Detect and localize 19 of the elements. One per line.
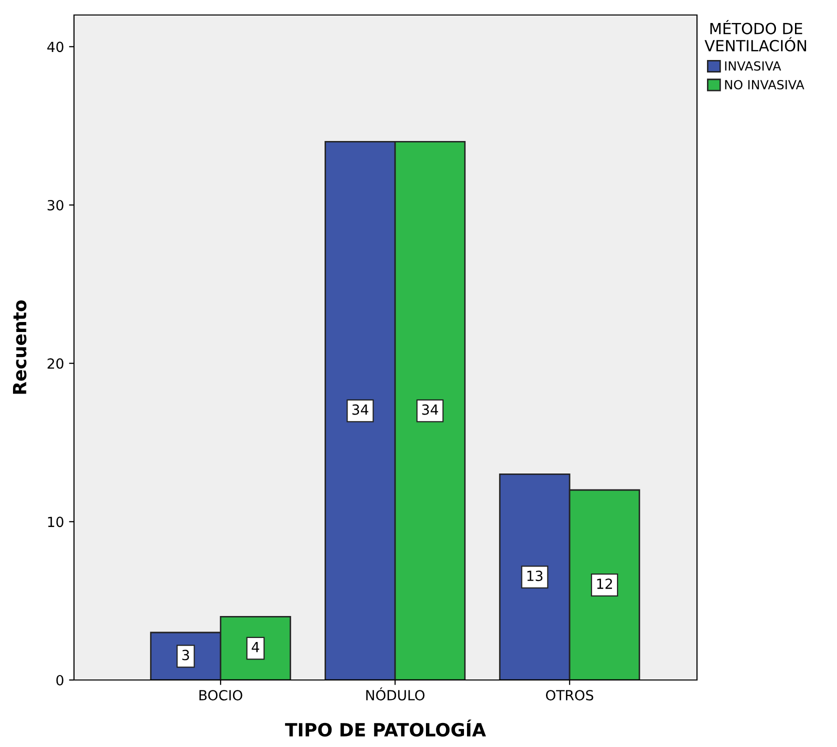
legend-label: NO INVASIVA bbox=[725, 80, 804, 90]
y-tick-label: 10 bbox=[48, 516, 64, 528]
x-tick-label: OTROS bbox=[546, 690, 594, 700]
data-label: 4 bbox=[252, 642, 260, 652]
data-label: 3 bbox=[182, 650, 189, 660]
x-tick-label: NÓDULO bbox=[366, 687, 424, 700]
data-label: 13 bbox=[527, 570, 542, 582]
data-label: 12 bbox=[597, 578, 612, 589]
data-label: 34 bbox=[422, 404, 438, 415]
legend-label: INVASIVA bbox=[725, 61, 782, 71]
y-tick-label: 40 bbox=[47, 42, 64, 52]
y-tick-label: 20 bbox=[48, 358, 64, 369]
legend-title: MÉTODO DE VENTILACIÓN bbox=[704, 20, 806, 52]
y-tick-label: 0 bbox=[56, 674, 64, 686]
x-axis-title: TIPO DE PATOLOGÍA bbox=[285, 720, 486, 737]
y-axis-title: Recuento bbox=[13, 300, 26, 394]
y-tick-label: 30 bbox=[48, 200, 64, 210]
data-label: 34 bbox=[352, 404, 368, 415]
x-tick-label: BOCIO bbox=[199, 690, 242, 700]
